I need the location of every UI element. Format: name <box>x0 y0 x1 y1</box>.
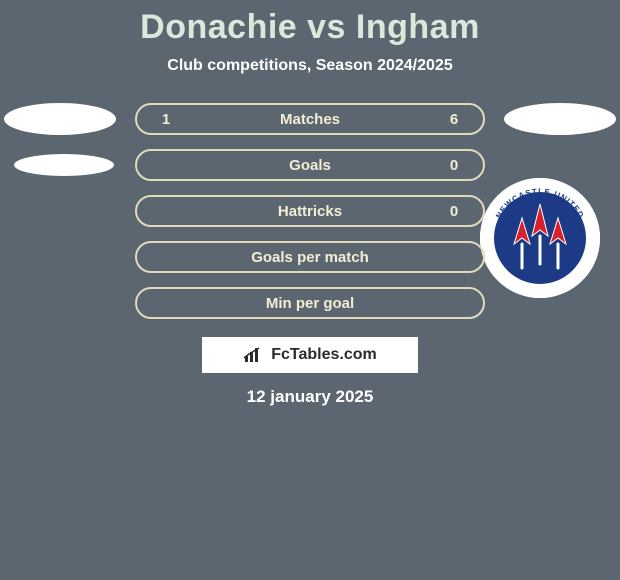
stat-bar: 1 Matches 6 <box>135 103 485 135</box>
stat-right-value: 6 <box>439 111 469 128</box>
comparison-title: Donachie vs Ingham <box>0 8 620 47</box>
left-marker-icon <box>14 154 114 176</box>
stat-bar: Min per goal <box>135 287 485 319</box>
stat-bar: Hattricks 0 <box>135 195 485 227</box>
stat-right-value: 0 <box>439 157 469 174</box>
stat-label: Goals per match <box>181 249 439 266</box>
left-marker-icon <box>4 103 116 135</box>
stat-left-value: 1 <box>151 111 181 128</box>
stat-label: Goals <box>181 157 439 174</box>
stats-card: Donachie vs Ingham Club competitions, Se… <box>0 0 620 407</box>
stat-bar: Goals 0 <box>135 149 485 181</box>
right-marker-icon <box>504 103 616 135</box>
stat-row-goals: Goals 0 <box>0 149 620 181</box>
season-subtitle: Club competitions, Season 2024/2025 <box>0 57 620 75</box>
stat-row-matches: 1 Matches 6 <box>0 103 620 135</box>
source-logo-text: FcTables.com <box>271 346 377 364</box>
stat-row-gpm: Goals per match <box>0 241 620 273</box>
stat-right-value: 0 <box>439 203 469 220</box>
stat-row-mpg: Min per goal <box>0 287 620 319</box>
stat-bar: Goals per match <box>135 241 485 273</box>
stat-label: Hattricks <box>181 203 439 220</box>
snapshot-date: 12 january 2025 <box>0 387 620 407</box>
stat-row-hattricks: Hattricks 0 <box>0 195 620 227</box>
bar-chart-icon <box>243 346 265 364</box>
source-logo: FcTables.com <box>202 337 418 373</box>
stat-label: Matches <box>181 111 439 128</box>
stat-label: Min per goal <box>181 295 439 312</box>
